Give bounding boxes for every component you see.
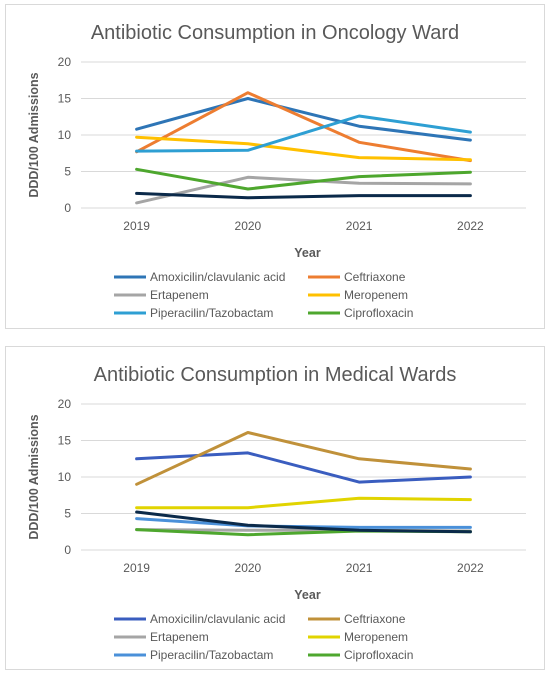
oncology-chart-panel: Antibiotic Consumption in Oncology Ward 0…	[5, 4, 545, 329]
y-tick-label: 10	[58, 470, 72, 484]
legend-label-3: Meropenem	[344, 288, 408, 302]
series-line-0	[135, 451, 472, 484]
x-tick-label: 2019	[123, 561, 150, 575]
y-tick-label: 10	[58, 128, 72, 142]
legend-label-1: Ceftriaxone	[344, 270, 406, 284]
series-line-1	[135, 431, 472, 486]
y-axis-title: DDD/100 Admissions	[27, 414, 41, 539]
x-tick-label: 2022	[457, 219, 484, 233]
legend-label-2: Ertapenem	[150, 288, 209, 302]
chart-title: Antibiotic Consumption in Medical Wards	[94, 364, 457, 386]
y-tick-label: 20	[58, 55, 72, 69]
y-tick-label: 20	[58, 397, 72, 411]
x-tick-label: 2022	[457, 561, 484, 575]
series-line-1	[135, 91, 472, 163]
legend-label-0: Amoxicilin/clavulanic acid	[150, 612, 285, 626]
x-tick-label: 2021	[346, 219, 373, 233]
series-line-4	[135, 517, 472, 529]
y-tick-label: 15	[58, 434, 72, 448]
x-axis-title: Year	[294, 588, 321, 602]
x-tick-label: 2019	[123, 219, 150, 233]
x-axis-title: Year	[294, 246, 321, 260]
chart-title: Antibiotic Consumption in Oncology Ward	[91, 22, 459, 44]
x-tick-label: 2020	[235, 219, 262, 233]
series-line-3	[135, 135, 472, 162]
series-line-6	[135, 191, 472, 200]
legend-label-1: Ceftriaxone	[344, 612, 406, 626]
legend-label-2: Ertapenem	[150, 630, 209, 644]
series-line-5	[135, 167, 472, 191]
legend-label-4: Piperacilin/Tazobactam	[150, 648, 273, 662]
medical-chart-panel: Antibiotic Consumption in Medical Wards 0…	[5, 346, 545, 670]
legend-label-3: Meropenem	[344, 630, 408, 644]
y-tick-label: 0	[64, 543, 71, 557]
y-tick-label: 5	[64, 165, 71, 179]
legend-label-5: Ciprofloxacin	[344, 648, 413, 662]
y-tick-label: 15	[58, 92, 72, 106]
x-tick-label: 2020	[235, 561, 262, 575]
oncology-chart: Antibiotic Consumption in Oncology Ward 0…	[27, 22, 526, 320]
legend-label-5: Ciprofloxacin	[344, 306, 413, 320]
x-tick-label: 2021	[346, 561, 373, 575]
y-axis-title: DDD/100 Admissions	[27, 72, 41, 197]
y-tick-label: 0	[64, 201, 71, 215]
y-tick-label: 5	[64, 507, 71, 521]
series-line-0	[135, 97, 472, 142]
legend-label-4: Piperacilin/Tazobactam	[150, 306, 273, 320]
series-line-2	[135, 175, 472, 205]
series-line-3	[135, 496, 472, 510]
series-line-4	[135, 114, 472, 153]
legend-label-0: Amoxicilin/clavulanic acid	[150, 270, 285, 284]
medical-chart: Antibiotic Consumption in Medical Wards 0…	[27, 364, 526, 662]
series-line-6	[135, 510, 472, 534]
